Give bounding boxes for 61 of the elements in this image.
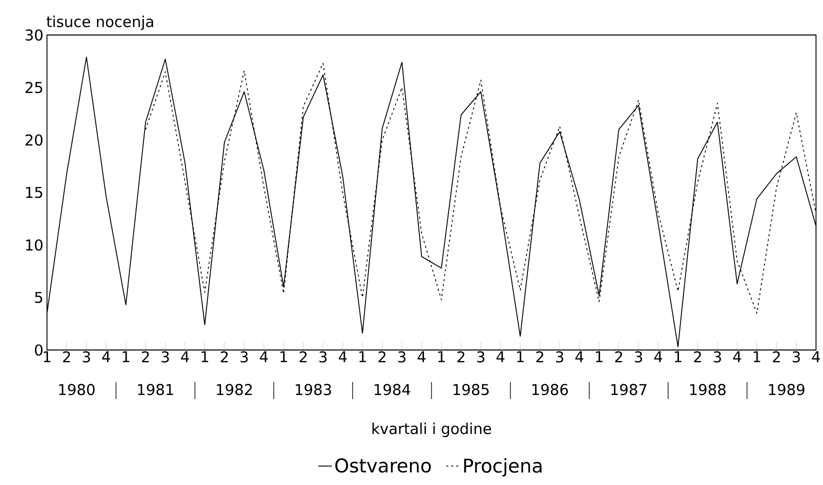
y-axis-title: tisuce nocenja: [46, 16, 154, 30]
x-tick-label: 4: [181, 351, 189, 362]
x-tick-label: 4: [418, 351, 426, 362]
x-tick-label: 2: [300, 351, 307, 362]
x-tick-label: 2: [772, 351, 780, 362]
legend-label: Ostvareno: [335, 458, 431, 473]
text: 1989: [769, 384, 804, 396]
y-tick-label: 25: [26, 82, 42, 94]
x-tick-label: 1: [202, 351, 208, 362]
text: 1984: [374, 384, 410, 396]
x-tick-label: 4: [496, 351, 504, 362]
x-tick-label: 4: [575, 351, 584, 362]
x-tick-label: 2: [615, 351, 622, 362]
x-tick-label: 4: [812, 351, 820, 362]
x-tick-label: 1: [280, 351, 287, 362]
text: 1983: [296, 384, 332, 396]
y-tick-label: 15: [26, 186, 42, 198]
x-tick-label: 3: [398, 351, 406, 363]
y-tick-label: 0: [34, 344, 42, 356]
x-tick-label: 1: [438, 351, 445, 362]
x-tick-label: 1: [359, 351, 366, 362]
y-tick-label: 10: [26, 239, 42, 251]
text: 1987: [611, 384, 646, 396]
x-tick-label: 4: [260, 351, 268, 362]
y-tick-label: 20: [26, 134, 42, 146]
text: 1980: [59, 384, 95, 396]
x-tick-label: 1: [122, 351, 130, 362]
x-tick-label: 3: [714, 351, 721, 363]
text: 1986: [532, 384, 568, 396]
x-tick-label: 3: [240, 351, 248, 363]
x-tick-label: 3: [477, 351, 484, 363]
x-tick-label: 2: [142, 351, 149, 362]
x-tick-label: 1: [754, 351, 760, 362]
x-tick-label: 3: [319, 351, 327, 363]
x-tick-label: 1: [674, 351, 682, 362]
y-tick-label: 5: [35, 292, 42, 304]
x-tick-label: 2: [457, 351, 464, 362]
x-tick-label: 1: [44, 351, 50, 362]
x-tick-label: 4: [338, 351, 347, 362]
x-tick-label: 4: [733, 351, 742, 362]
x-tick-label: 4: [654, 351, 662, 362]
x-tick-label: 2: [694, 351, 701, 362]
text: 1985: [454, 384, 489, 396]
x-tick-label: 3: [634, 351, 642, 363]
x-tick-label: 3: [556, 351, 564, 363]
text: 1981: [138, 384, 174, 396]
x-tick-label: 3: [162, 351, 169, 363]
x-tick-label: 2: [378, 351, 386, 362]
x-tick-label: 2: [63, 351, 70, 362]
y-tick-label: 30: [26, 29, 42, 41]
x-tick-label: 3: [82, 351, 90, 363]
text: 1982: [216, 384, 252, 396]
x-tick-label: 2: [536, 351, 544, 362]
legend-label: Procjena: [464, 458, 542, 476]
x-tick-label: 3: [792, 351, 800, 363]
x-axis-title: kvartali i godine: [372, 422, 492, 438]
x-tick-label: 2: [220, 351, 228, 362]
x-tick-label: 4: [102, 351, 110, 362]
text: 1988: [690, 384, 726, 396]
x-tick-label: 1: [517, 351, 524, 362]
x-tick-label: 1: [596, 351, 602, 362]
